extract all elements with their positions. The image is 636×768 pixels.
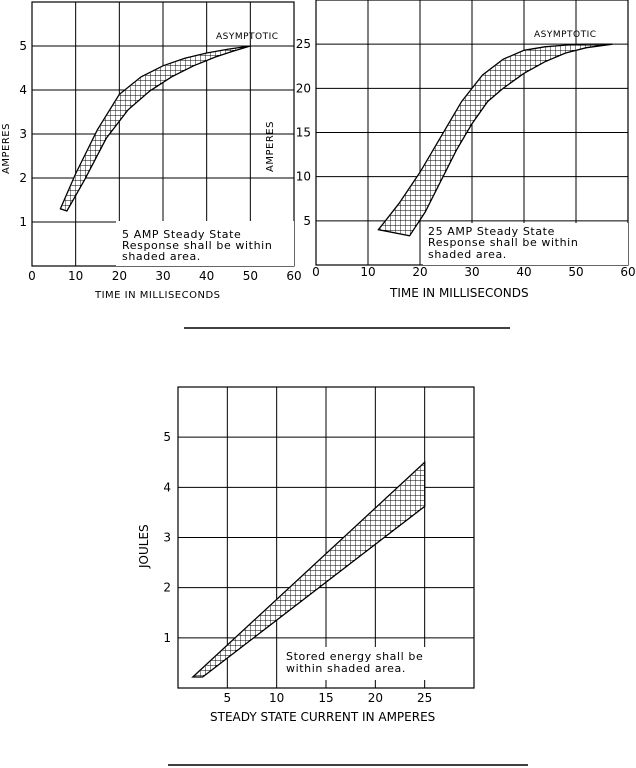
x-tick-label: 15 [318, 691, 333, 705]
y-tick-label: 25 [296, 37, 311, 51]
x-tick-label: 5 [224, 691, 232, 705]
chart-2-note-line-3: shaded area. [428, 248, 507, 261]
x-tick-label: 40 [516, 265, 531, 279]
x-tick-label: 40 [199, 269, 214, 283]
chart-2-asymptote-label: ASYMPTOTIC [534, 30, 597, 40]
x-tick-label: 60 [286, 269, 301, 283]
chart-2-xlabel: TIME IN MILLISECONDS [389, 286, 529, 300]
x-tick-label: 25 [417, 691, 432, 705]
y-tick-label: 5 [163, 430, 171, 444]
chart-1-note-box [116, 221, 294, 266]
y-tick-label: 2 [19, 171, 27, 185]
chart-3-grid [177, 386, 475, 689]
x-tick-label: 50 [243, 269, 258, 283]
x-tick-label: 60 [620, 265, 635, 279]
chart-3-note-line-1: Stored energy shall be [286, 650, 423, 663]
y-tick-label: 1 [163, 631, 171, 645]
x-tick-label: 10 [68, 269, 83, 283]
y-tick-label: 2 [163, 581, 171, 595]
chart-2-note-line-2: Response shall be within [428, 236, 578, 249]
x-tick-label: 20 [112, 269, 127, 283]
chart-1-note-line-3: shaded area. [122, 250, 201, 263]
chart-1-ticks: 0 10 20 30 40 50 60 1 2 3 4 5 [19, 39, 301, 283]
y-tick-label: 5 [303, 214, 311, 228]
chart-1-xlabel: TIME IN MILLISECONDS [94, 290, 221, 301]
chart-stored-energy: 5 10 15 20 25 1 2 3 4 5 STEADY STATE CURRENT IN A… [137, 386, 475, 724]
chart-2-ylabel: AMPERES [265, 121, 276, 172]
x-tick-label: 0 [312, 265, 320, 279]
chart-1-note-line-1: 5 AMP Steady State [122, 228, 241, 241]
y-tick-label: 10 [296, 170, 311, 184]
chart-3-ticks: 5 10 15 20 25 1 2 3 4 5 [163, 430, 432, 705]
shaded-band [59, 45, 251, 212]
x-tick-label: 30 [155, 269, 170, 283]
x-tick-label: 30 [464, 265, 479, 279]
x-tick-label: 10 [269, 691, 284, 705]
y-tick-label: 1 [19, 215, 27, 229]
chart-2-ticks: 0 10 20 30 40 50 60 5 10 15 20 25 [296, 37, 636, 279]
chart-2-note-line-1: 25 AMP Steady State [428, 225, 555, 238]
chart-3-band [191, 460, 426, 678]
x-tick-label: 20 [412, 265, 427, 279]
x-tick-label: 10 [360, 265, 375, 279]
y-tick-label: 20 [296, 81, 311, 95]
y-tick-label: 3 [163, 531, 171, 545]
y-tick-label: 3 [19, 127, 27, 141]
chart-3-note-line-2: within shaded area. [286, 662, 406, 675]
chart-25-amp-response: 0 10 20 30 40 50 60 5 10 15 20 25 TIME IN MILLISECO… [265, 0, 636, 300]
shaded-band [191, 460, 426, 678]
y-tick-label: 4 [163, 480, 171, 494]
y-tick-label: 5 [19, 39, 27, 53]
shaded-band [377, 43, 613, 237]
chart-1-band [59, 45, 251, 212]
x-tick-label: 0 [28, 269, 36, 283]
chart-1-ylabel: AMPERES [1, 123, 12, 174]
y-tick-label: 15 [296, 126, 311, 140]
chart-3-xlabel: STEADY STATE CURRENT IN AMPERES [210, 710, 435, 724]
x-tick-label: 50 [568, 265, 583, 279]
chart-3-note-box [280, 647, 472, 680]
chart-1-note-line-2: Response shall be within [122, 239, 272, 252]
y-tick-label: 4 [19, 83, 27, 97]
x-tick-label: 20 [368, 691, 383, 705]
chart-1-asymptote-label: ASYMPTOTIC [216, 32, 279, 42]
chart-2-note-box [423, 223, 628, 265]
chart-3-ylabel: JOULES [137, 524, 151, 569]
chart-2-band [377, 43, 613, 237]
